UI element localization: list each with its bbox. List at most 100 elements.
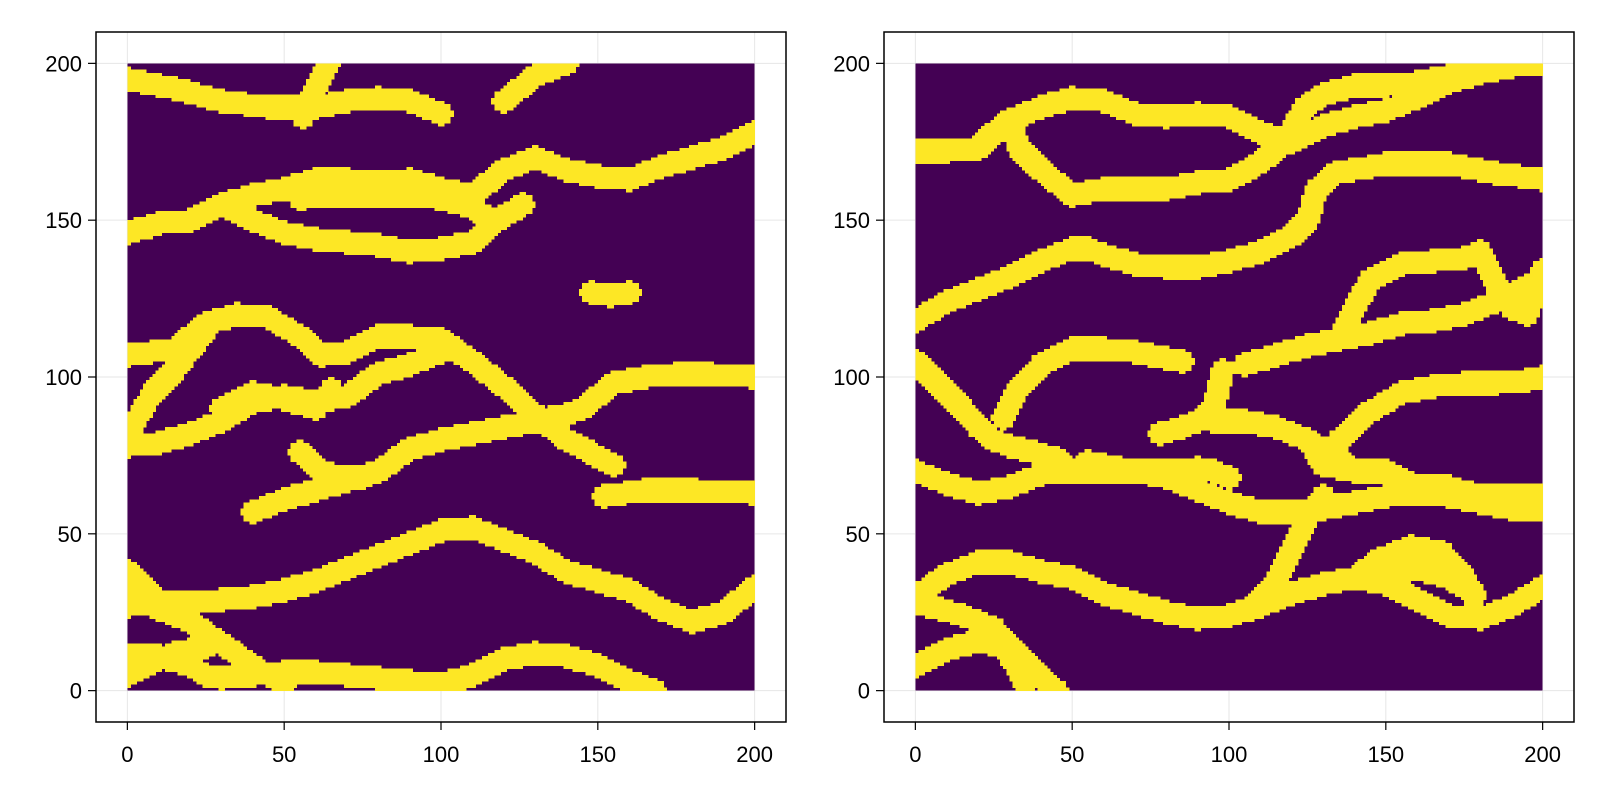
heatmap-cell-run [497,204,536,208]
heatmap-cell-run [698,605,749,610]
heatmap-cell-run [735,587,755,591]
heatmap-cell-run [127,242,131,246]
heatmap-cell-run [1003,665,1048,669]
heatmap-cell-run [1464,602,1484,607]
heatmap-cell-run [1301,449,1349,453]
heatmap-cell-run [303,85,329,89]
heatmap-cell-run [190,634,232,638]
heatmap-cell-run [934,568,1082,572]
heatmap-cell-run [127,430,144,434]
heatmap-cell-run [557,176,664,180]
heatmap-cell-run [1276,555,1302,560]
heatmap-cell-run [205,107,451,111]
heatmap-cell-run [641,160,718,165]
heatmap-cell-run [1338,314,1365,318]
heatmap-cell-run [212,402,357,406]
heatmap-cell-run [1156,442,1164,447]
heatmap-cell-run [1294,97,1349,102]
heatmap-cell-run [1298,577,1478,582]
x-tick-label: 150 [579,742,616,767]
heatmap-cell-run [1178,370,1186,375]
heatmap-cell-run [1031,464,1233,469]
heatmap-cell-run [1028,361,1070,365]
heatmap-cell-run [127,587,163,591]
heatmap-cell-run [1329,79,1500,83]
heatmap-cell-run [290,173,436,177]
heatmap-cell-run [249,584,335,588]
heatmap-cell-run [1476,270,1503,274]
heatmap-cell-run [328,91,420,96]
heatmap-cell-run [1025,254,1277,259]
heatmap-cell-run [127,577,153,582]
heatmap-cell-run [927,389,963,393]
heatmap-cell-run [127,342,210,346]
heatmap-cell-run [924,386,960,390]
heatmap-cell-run [1210,505,1390,510]
heatmap-cell-run [1043,348,1186,353]
heatmap-cell-run [1018,257,1271,262]
heatmap-cell-run [127,665,382,669]
heatmap-cell-run [1075,455,1123,459]
heatmap-cell-run [494,94,530,99]
heatmap-cell-run [290,455,323,459]
heatmap-cell-run [133,398,163,403]
heatmap-cell-run [218,110,351,114]
heatmap-cell-run [1338,311,1365,315]
heatmap-cell-run [375,543,436,547]
heatmap-cell-run [959,282,1020,287]
heatmap-cell-run [127,433,216,437]
heatmap-cell-run [1345,417,1380,422]
heatmap-cell-run [127,364,131,368]
heatmap-cell-run [1172,489,1233,494]
heatmap-cell-run [484,543,545,547]
heatmap-cell-run [453,361,492,365]
heatmap-cell-run [1025,364,1064,368]
heatmap-cell-run [1401,602,1452,607]
heatmap-cell-run [1319,170,1543,174]
heatmap-cell-run [469,662,621,666]
heatmap-cell-run [431,521,492,525]
heatmap-cell-run [171,624,216,629]
heatmap-cell-run [500,110,508,114]
heatmap-cell-run [484,383,520,387]
heatmap-cell-run [1081,593,1148,597]
heatmap-cell-run [127,681,138,685]
heatmap-cell-run [375,85,382,89]
x-tick-label: 50 [1060,742,1084,767]
heatmap-cell-run [437,235,495,240]
heatmap-cell-run [953,286,1013,290]
heatmap-cell-run [1000,452,1070,456]
heatmap-cell-run [921,383,957,387]
heatmap-cell-run [651,615,737,619]
heatmap-cell-run [491,163,602,168]
heatmap-cell-run [240,185,501,190]
heatmap-cell-run [218,395,367,400]
heatmap-cell-run [1470,298,1543,303]
heatmap-cell-run [208,405,351,409]
heatmap-cell-run [127,226,200,230]
heatmap-cell-run [375,687,467,691]
heatmap-cell-run [924,646,1029,651]
heatmap-cell-run [472,373,508,378]
heatmap-cell-run [462,367,501,372]
heatmap-cell-run [431,119,451,124]
heatmap-cell-run [915,138,1029,143]
heatmap-cell-run [1282,540,1308,544]
heatmap-cell-run [1345,301,1371,306]
heatmap-cell-run [127,88,225,92]
heatmap-cell-run [1351,289,1377,293]
heatmap-cell-run [585,461,627,466]
heatmap-cell-run [915,314,944,318]
heatmap-cell-run [127,348,207,353]
y-tick-label: 0 [858,679,870,704]
heatmap-cell-run [1319,113,1405,117]
heatmap-cell-run [303,467,401,472]
heatmap-cell-run [1285,533,1311,538]
heatmap-cell-run [500,414,592,419]
heatmap-cell-run [1332,160,1500,165]
heatmap-cell-run [1069,85,1076,89]
heatmap-cell-run [1000,427,1007,431]
heatmap-cell-run [281,336,319,340]
heatmap-cell-run [459,213,526,218]
